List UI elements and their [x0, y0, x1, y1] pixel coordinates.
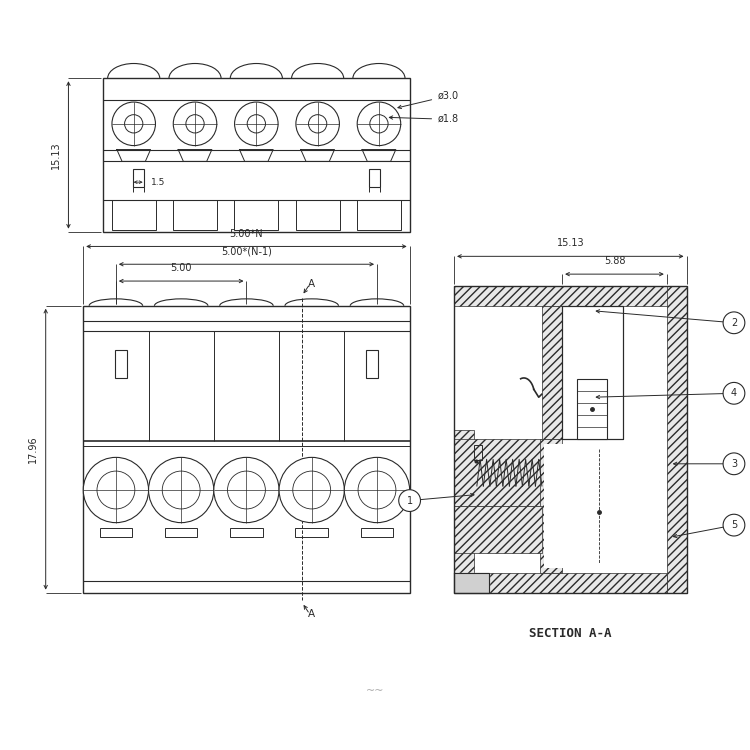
Bar — [454, 286, 686, 592]
Bar — [296, 527, 328, 538]
Text: 2: 2 — [730, 318, 737, 328]
Circle shape — [214, 458, 279, 523]
Text: 5.88: 5.88 — [604, 256, 625, 266]
Bar — [454, 430, 474, 592]
Bar — [667, 286, 686, 592]
Text: 17.96: 17.96 — [28, 435, 38, 463]
Polygon shape — [454, 573, 489, 592]
Bar — [454, 506, 542, 553]
Circle shape — [279, 458, 344, 523]
Bar — [578, 380, 608, 440]
Text: 5: 5 — [730, 520, 737, 530]
Bar — [544, 444, 667, 568]
Bar — [562, 306, 622, 380]
Circle shape — [83, 458, 148, 523]
Bar — [112, 200, 156, 230]
Text: A: A — [308, 609, 315, 619]
Bar — [454, 286, 686, 306]
Text: 1.5: 1.5 — [151, 178, 165, 187]
Bar — [454, 440, 542, 506]
Text: 3: 3 — [731, 459, 737, 469]
Bar — [369, 170, 380, 187]
Text: 5.00*N: 5.00*N — [230, 229, 263, 238]
Bar — [361, 527, 393, 538]
Bar — [357, 200, 401, 230]
Text: 1: 1 — [406, 496, 412, 506]
Circle shape — [723, 453, 745, 475]
Text: 5.00: 5.00 — [170, 263, 192, 273]
Bar — [100, 527, 132, 538]
Text: ø1.8: ø1.8 — [437, 114, 458, 124]
Circle shape — [723, 514, 745, 536]
Bar — [165, 527, 197, 538]
Text: ~~: ~~ — [366, 686, 384, 697]
Bar — [541, 440, 562, 573]
Text: 4: 4 — [731, 388, 737, 398]
Bar — [173, 200, 217, 230]
Bar — [234, 200, 278, 230]
Text: ø3.0: ø3.0 — [437, 92, 458, 101]
Bar — [542, 306, 562, 440]
Text: SECTION A-A: SECTION A-A — [529, 627, 611, 640]
Bar — [296, 200, 340, 230]
Text: 15.13: 15.13 — [556, 238, 584, 248]
Text: 5.00*(N-1): 5.00*(N-1) — [221, 246, 272, 256]
Text: 15.13: 15.13 — [50, 141, 61, 169]
Text: A: A — [308, 279, 315, 289]
Circle shape — [723, 382, 745, 404]
Circle shape — [344, 458, 410, 523]
Bar — [103, 78, 410, 232]
Circle shape — [399, 490, 421, 512]
Bar — [115, 350, 127, 378]
Bar — [366, 350, 378, 378]
Bar — [474, 446, 482, 460]
Bar — [133, 170, 143, 187]
Bar — [230, 527, 262, 538]
Bar — [83, 306, 410, 592]
Circle shape — [148, 458, 214, 523]
Bar — [562, 306, 622, 440]
Bar — [562, 306, 622, 440]
Circle shape — [723, 312, 745, 334]
Bar — [454, 573, 667, 592]
